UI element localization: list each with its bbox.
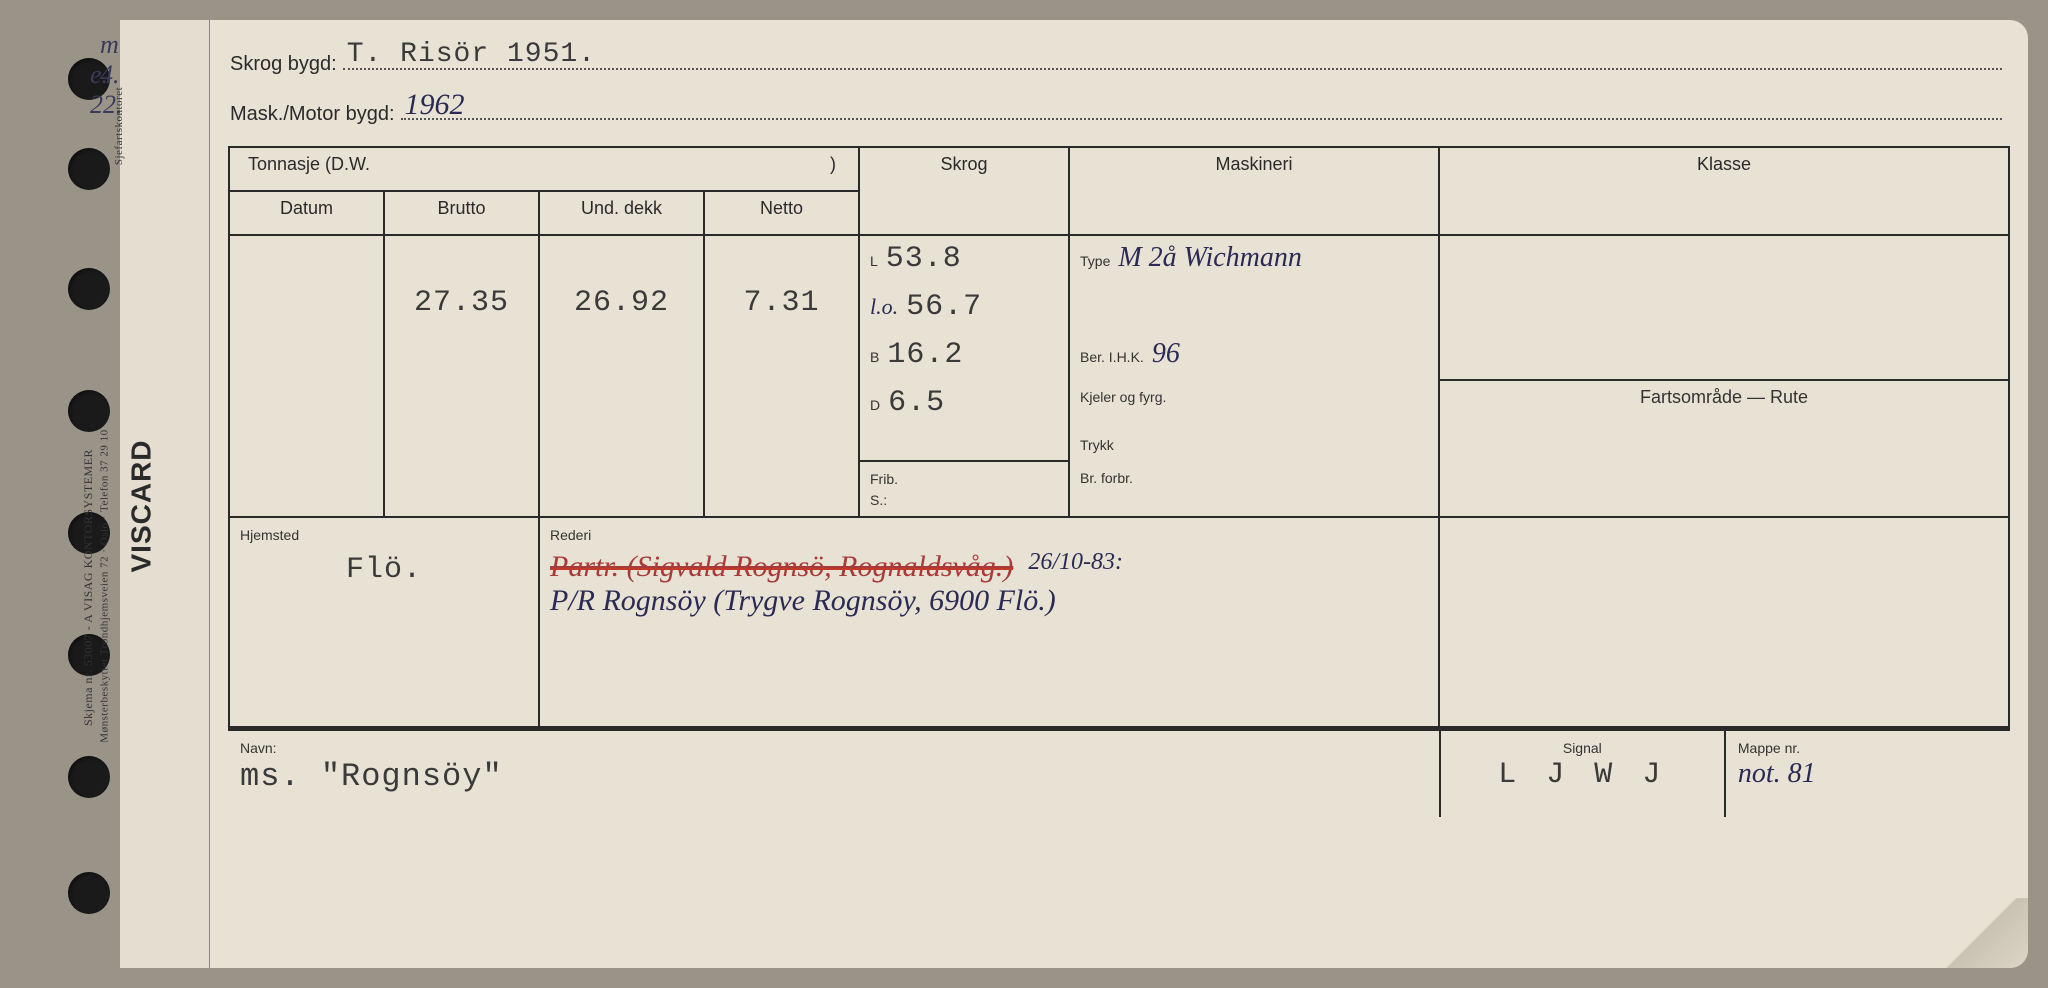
navn-cell: Navn: ms. "Rognsöy" [228,730,1440,818]
skrog-loa-cell: l.o.56.7 [859,284,1069,332]
brand-logo: VISCARD [126,439,158,572]
skrog-B-cell: B 16.2 [859,332,1069,380]
bottom-row: Navn: ms. "Rognsöy" Signal L J W J Mappe… [228,730,2010,818]
rederi-date-note: 26/10-83: [1028,549,1123,575]
signal-cell: Signal L J W J [1440,730,1725,818]
loa-value: 56.7 [906,290,982,324]
dotted-line: T. Risör 1951. [343,46,2002,70]
trykk-cell: Trykk [1069,428,1439,461]
page-curl [1938,898,2028,968]
rederi-right-cell [1439,517,2009,727]
mappe-value: not. 81 [1738,758,1816,789]
main-form-table: Tonnasje (D.W. ) Skrog Maskineri Klasse … [228,146,2010,728]
tonnasje-label: Tonnasje (D.W. [248,154,370,174]
datum-header: Datum [229,191,384,235]
ber-ihk-cell: Ber. I.H.K. 96 [1069,332,1439,380]
skrog-header: Skrog [859,147,1069,235]
side-text: Mønsterbeskyttet Trondhjemsveien 72 · Os… [99,429,111,742]
skrog-bygd-value: T. Risör 1951. [347,39,596,70]
skrog-bygd-label: Skrog bygd: [230,53,337,76]
brutto-header: Brutto [384,191,539,235]
dotted-line: 1962 [401,96,2002,120]
rederi-cell: Rederi Partr. (Sigvald Rognsö, Rognaldsv… [539,517,1439,727]
und-dekk-cell: 26.92 [539,235,704,517]
signal-value: L J W J [1498,758,1666,792]
ber-ihk-value: 96 [1152,338,1180,370]
tonnasje-close: ) [830,154,848,175]
fartsomrade-cell: Fartsområde — Rute [1439,380,2009,517]
mask-motor-value: 1962 [405,88,465,122]
brutto-cell: 27.35 [384,235,539,517]
side-print-strip: VISCARD Sjefartskontoret Skjema nr. 5300… [120,20,210,968]
B-value: 16.2 [887,338,963,372]
netto-header: Netto [704,191,859,235]
rederi-new-value: P/R Rognsöy (Trygve Rognsöy, 6900 Flö.) [550,584,1056,617]
und-dekk-header: Und. dekk [539,191,704,235]
navn-value: ms. "Rognsöy" [240,758,503,795]
br-forbr-cell: Br. forbr. [1069,461,1439,517]
side-text: Skjema nr. 53007 - A VISAG KONTORSYSTEME… [81,449,96,726]
maskineri-type-cell: Type M 2å Wichmann [1069,235,1439,332]
hjemsted-value: Flö. [346,553,422,587]
frib-cell: Frib. S.: [859,461,1069,517]
index-card: Skrog bygd: T. Risör 1951. Mask./Motor b… [210,20,2028,968]
skrog-empty-cell [859,428,1069,461]
maskineri-header: Maskineri [1069,147,1439,235]
mask-motor-label: Mask./Motor bygd: [230,103,395,126]
datum-cell [229,235,384,517]
netto-cell: 7.31 [704,235,859,517]
skrog-D-cell: D 6.5 [859,380,1069,428]
mask-motor-row: Mask./Motor bygd: 1962 [210,78,2028,136]
punch-hole [68,756,110,798]
document-page: m. 4.8.55 e. 22.9.55 VISCARD Sjefartskon… [20,20,2028,968]
table-header-row: Tonnasje (D.W. ) Skrog Maskineri Klasse [229,147,2009,191]
kjeler-cell: Kjeler og fyrg. [1069,380,1439,428]
side-text: Sjefartskontoret [113,87,125,165]
hjemsted-row: Hjemsted Flö. Rederi Partr. (Sigvald Rog… [229,517,2009,727]
table-row: 27.35 26.92 7.31 L 53.8 Type M 2å Wichma… [229,235,2009,284]
klasse-header: Klasse [1439,147,2009,235]
mappe-cell: Mappe nr. not. 81 [1725,730,2010,818]
skrog-bygd-row: Skrog bygd: T. Risör 1951. [210,20,2028,78]
rederi-old-value: Partr. (Sigvald Rognsö, Rognaldsvåg.) [550,550,1013,583]
punch-hole [68,268,110,310]
bottom-table: Navn: ms. "Rognsöy" Signal L J W J Mappe… [228,728,2010,817]
D-value: 6.5 [888,386,945,420]
type-value: M 2å Wichmann [1118,242,1302,274]
punch-hole [68,390,110,432]
punch-hole [68,872,110,914]
L-value: 53.8 [886,242,962,276]
klasse-cell [1439,235,2009,380]
hjemsted-cell: Hjemsted Flö. [229,517,539,727]
netto-value: 7.31 [743,286,819,320]
brutto-value: 27.35 [414,286,509,320]
und-dekk-value: 26.92 [574,286,669,320]
skrog-L-cell: L 53.8 [859,235,1069,284]
punch-hole [68,148,110,190]
strikethrough-line [550,568,1013,570]
